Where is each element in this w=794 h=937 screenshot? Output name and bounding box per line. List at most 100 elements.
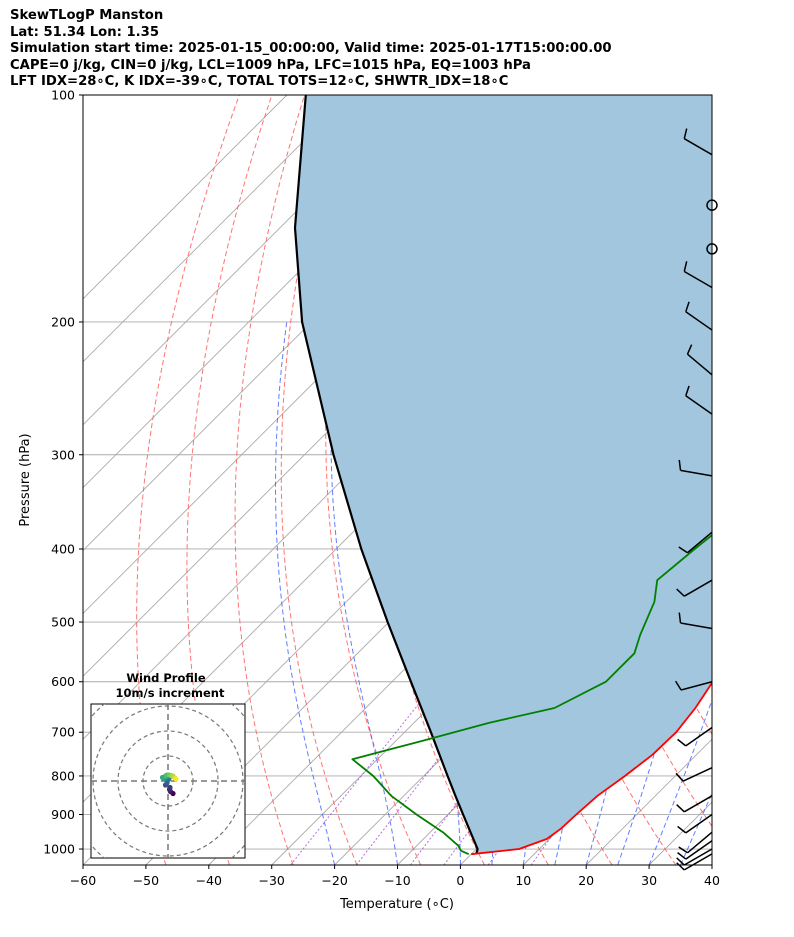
stability-indices: CAPE=0 j/kg, CIN=0 j/kg, LCL=1009 hPa, L…	[10, 57, 531, 73]
inset-subtitle: 10m/s increment	[116, 686, 225, 700]
wind-barb-flag	[678, 546, 688, 554]
simulation-times: Simulation start time: 2025-01-15_00:00:…	[10, 41, 612, 57]
wind-barb-staff	[687, 831, 713, 854]
x-tick-label: 10	[515, 873, 531, 888]
wind-barb	[678, 831, 713, 854]
wind-barb-staff	[680, 681, 713, 691]
wind-barb	[683, 128, 713, 156]
wind-barb-staff	[680, 469, 713, 477]
wind-barb	[685, 301, 713, 331]
wind-barb-staff	[683, 848, 713, 866]
wind-barbs	[674, 128, 718, 871]
wind-barb	[678, 612, 713, 630]
dry-adiabat	[280, 95, 358, 865]
wind-barb	[677, 840, 713, 860]
x-tick-label: −30	[259, 873, 285, 888]
x-tick-label: −10	[384, 873, 410, 888]
wind-barb-staff	[685, 311, 713, 331]
dry-adiabat	[761, 95, 794, 865]
cin-shaded-area	[295, 95, 712, 855]
wind-barb-flag	[677, 738, 687, 747]
moist-adiabat	[680, 792, 712, 865]
wind-barb	[678, 459, 713, 477]
wind-barb-flag	[678, 846, 688, 854]
y-tick-label: 700	[51, 725, 75, 740]
wind-barb-staff	[680, 622, 713, 630]
hodograph-ring	[117, 730, 219, 832]
isotherm-gridline	[711, 864, 712, 865]
station-title: SkewTLogP Manston	[10, 8, 164, 23]
wind-barb-staff	[683, 270, 713, 289]
y-tick-label: 600	[51, 674, 75, 689]
wind-barb-staff	[685, 726, 713, 747]
moist-adiabat	[648, 698, 712, 865]
wind-barb-flag	[678, 459, 682, 471]
wind-barb-staff	[682, 766, 713, 782]
wind-barb	[683, 261, 713, 289]
wind-barb	[685, 385, 713, 415]
wind-barb	[686, 344, 713, 376]
y-tick-label: 100	[51, 88, 75, 103]
hodograph-point	[173, 776, 179, 782]
wind-barb-staff	[683, 138, 713, 156]
wind-barb-flag	[685, 385, 690, 397]
wind-barb	[676, 795, 713, 813]
wind-barb	[676, 853, 713, 871]
wind-barb-staff	[683, 853, 713, 871]
dry-adiabat	[186, 95, 273, 865]
x-tick-label: −20	[321, 873, 347, 888]
dry-adiabat	[234, 95, 305, 865]
x-tick-label: 30	[641, 873, 657, 888]
wind-barb-staff	[687, 353, 713, 376]
x-tick-label: 40	[704, 873, 720, 888]
wind-barb-flag	[677, 825, 687, 834]
wind-barb-flag	[676, 588, 685, 597]
wind-barb-flag	[676, 857, 685, 866]
wind-barb-staff	[685, 840, 713, 860]
inset-title: Wind Profile	[126, 671, 206, 685]
dewpoint-line	[351, 533, 712, 856]
wind-barb-flag	[685, 301, 690, 312]
y-tick-label: 500	[51, 615, 75, 630]
wind-barb	[676, 848, 713, 866]
parcel-profile-line	[293, 95, 479, 855]
wind-barb-flag	[683, 128, 688, 139]
wind-barb-flag	[678, 612, 682, 624]
axis-ticks: −60 −50 −40 −30 −20 −10 0 10 20 30 40 100 200 300 400 5…	[43, 88, 720, 889]
wind-barb-staff	[683, 795, 713, 813]
wind-profile-inset: Wind Profile 10m/s increment	[90, 671, 246, 859]
moist-adiabat	[585, 321, 633, 865]
y-tick-label: 200	[51, 314, 75, 329]
x-tick-label: −60	[70, 873, 96, 888]
wind-barb	[677, 813, 713, 834]
calm-wind-marker	[706, 243, 718, 255]
calm-wind-marker	[706, 199, 718, 211]
mixing-ratio-line	[290, 681, 437, 865]
inset-plot	[91, 704, 245, 858]
chart-header: SkewTLogP Manston Lat: 51.34 Lon: 1.35 S…	[10, 8, 612, 91]
wind-barb	[677, 726, 713, 747]
hodograph-point	[167, 784, 173, 791]
y-tick-label: 800	[51, 768, 75, 783]
wind-barb-flag	[683, 261, 688, 272]
y-axis-label: Pressure (hPa)	[18, 433, 33, 526]
wind-barb-flag	[676, 862, 685, 871]
wind-barb-flag	[676, 804, 685, 813]
stability-indices-2: LFT IDX=28∘C, K IDX=-39∘C, TOTAL TOTS=12…	[10, 74, 509, 90]
wind-barb	[676, 579, 713, 597]
wind-barb-flag	[674, 680, 682, 691]
wind-barb-staff	[685, 813, 713, 834]
wind-barb	[678, 531, 713, 554]
wind-barb	[674, 680, 713, 691]
wind-barb-staff	[685, 395, 713, 415]
x-tick-label: 20	[578, 873, 594, 888]
station-location: Lat: 51.34 Lon: 1.35	[10, 24, 160, 40]
isotherm-gridline	[775, 95, 794, 865]
isotherm-gridline	[83, 95, 414, 426]
wind-barb-flag	[677, 852, 687, 860]
dry-adiabat	[728, 95, 794, 865]
wind-barb	[675, 766, 713, 782]
wind-barb-flag	[686, 344, 693, 355]
x-axis-label: Temperature (∘C)	[339, 897, 454, 912]
